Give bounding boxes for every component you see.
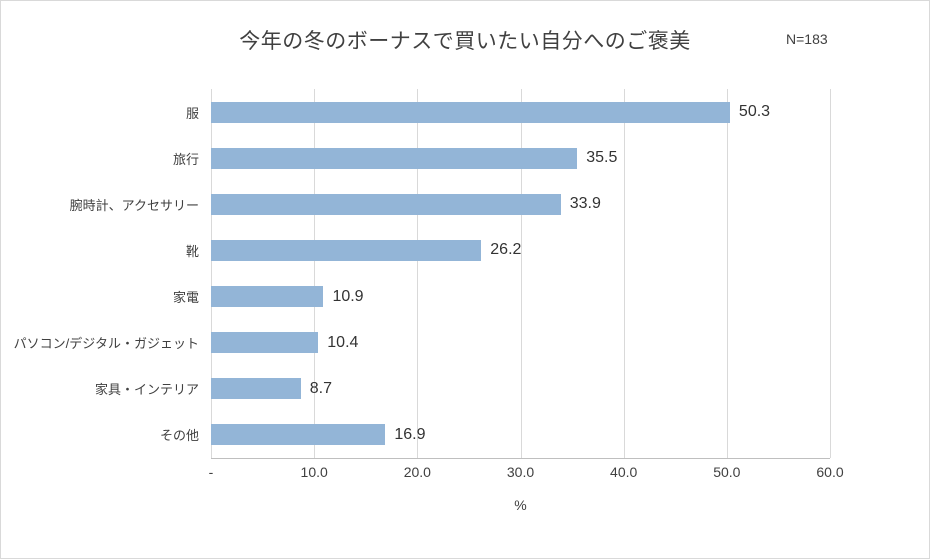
category-label: 腕時計、アクセサリー	[69, 197, 199, 213]
bar	[211, 286, 324, 308]
category-label: その他	[159, 428, 199, 444]
bar	[211, 424, 386, 446]
bar	[211, 147, 578, 169]
x-tick-label: 50.0	[713, 464, 741, 480]
bar-row: 旅行 35.5	[173, 135, 830, 181]
category-label: 家電	[172, 290, 199, 306]
gridline	[830, 89, 831, 458]
gridline	[211, 89, 212, 458]
bar-row: 家具・インテリア 8.7	[95, 366, 830, 412]
bar	[211, 332, 319, 354]
x-tick-label: 10.0	[300, 464, 328, 480]
bar	[211, 239, 482, 261]
x-axis-title: %	[514, 497, 527, 513]
bar-rows: 服 50.3 旅行 35.5 腕時計、アクセサリー 33.9 靴 26.2 家電 10.9 パソコン…	[14, 89, 830, 458]
category-label: 家具・インテリア	[94, 382, 199, 398]
bar-row: 腕時計、アクセサリー 33.9	[70, 181, 830, 227]
x-axis-ticks: - 10.0 20.0 30.0 40.0 50.0 60.0	[208, 464, 844, 484]
gridline	[726, 89, 728, 458]
value-label: 16.9	[394, 425, 426, 443]
x-tick-label: -	[208, 464, 214, 480]
gridline	[314, 89, 316, 458]
value-label: 50.3	[738, 103, 771, 121]
plot-area: 服 50.3 旅行 35.5 腕時計、アクセサリー 33.9 靴 26.2 家電 10.9 パソコン…	[14, 89, 831, 459]
x-tick-label: 40.0	[610, 464, 638, 480]
x-tick-label: 60.0	[816, 464, 844, 480]
value-label: 10.4	[327, 333, 359, 351]
bar-row: 靴 26.2	[186, 227, 830, 273]
gridline	[417, 89, 419, 458]
value-label: 33.9	[569, 195, 601, 213]
value-label: 26.2	[490, 241, 522, 259]
bar	[211, 378, 301, 400]
category-label: 服	[185, 105, 199, 121]
gridline	[520, 89, 522, 458]
bar	[211, 193, 561, 215]
x-tick-label: 20.0	[403, 464, 431, 480]
value-label: 10.9	[332, 287, 364, 305]
category-label: パソコン/デジタル・ガジェット	[13, 336, 199, 352]
category-label: 靴	[185, 243, 199, 259]
value-label: 35.5	[586, 149, 618, 167]
bar-row: 家電 10.9	[173, 274, 830, 320]
gridline	[623, 89, 625, 458]
bar-row: その他 16.9	[160, 412, 830, 458]
x-tick-label: 30.0	[506, 464, 535, 480]
sample-size-label: N=183	[786, 31, 828, 47]
bar-row: 服 50.3	[186, 89, 830, 135]
bar-row: パソコン/デジタル・ガジェット 10.4	[14, 320, 830, 366]
category-label: 旅行	[172, 151, 199, 167]
chart-title: 今年の冬のボーナスで買いたい自分へのご褒美	[239, 30, 691, 53]
bar	[211, 101, 730, 123]
value-label: 8.7	[309, 379, 332, 397]
